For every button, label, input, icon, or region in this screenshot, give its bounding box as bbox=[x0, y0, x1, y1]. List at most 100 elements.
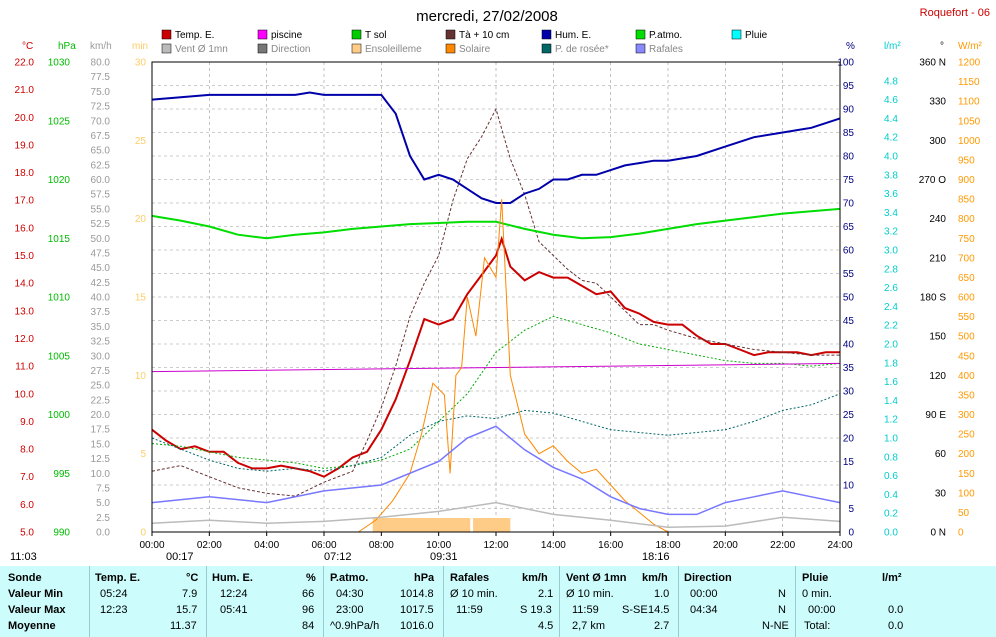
sunrise-time: 07:12 bbox=[324, 551, 352, 563]
station-name: Roquefort - 06 bbox=[920, 7, 990, 19]
y-tick-label: 0 bbox=[958, 528, 964, 539]
y-tick-label: 30 bbox=[935, 488, 947, 499]
patmo-max-val: 1017.5 bbox=[400, 604, 434, 616]
series-p-atmo- bbox=[151, 207, 841, 240]
axis-unit-label: % bbox=[846, 41, 855, 52]
y-tick-label: 1030 bbox=[48, 58, 71, 69]
x-tick-label: 24:00 bbox=[827, 540, 852, 548]
y-tick-label: 360 N bbox=[919, 58, 946, 69]
y-tick-label: 990 bbox=[53, 528, 70, 539]
y-axes: 22.0 21.0 20.0 19.0 18.0 17.0 16.0 15.0 14.0 13.0… bbox=[15, 58, 981, 539]
y-tick-label: 50.0 bbox=[91, 234, 111, 245]
y-tick-label: 600 bbox=[958, 293, 975, 304]
sunshine-bar bbox=[372, 518, 471, 532]
y-tick-label: 4.2 bbox=[884, 133, 898, 144]
y-tick-label: 10 bbox=[135, 371, 147, 382]
y-tick-label: 47.5 bbox=[91, 248, 111, 259]
x-tick-label: 20:00 bbox=[713, 540, 738, 548]
y-tick-label: 95 bbox=[843, 81, 855, 92]
series-piscine bbox=[151, 362, 841, 373]
y-tick-label: 75 bbox=[843, 175, 855, 186]
pluie-unit: l/m² bbox=[882, 572, 902, 584]
y-tick-label: 45 bbox=[843, 316, 855, 327]
y-tick-label: 72.5 bbox=[91, 102, 111, 113]
legend-label: Rafales bbox=[649, 44, 683, 55]
legend-swatch bbox=[635, 29, 646, 40]
x-tick-label: 18:00 bbox=[655, 540, 680, 548]
y-tick-label: 20 bbox=[843, 434, 855, 445]
y-tick-label: 5 bbox=[848, 504, 854, 515]
legend-label: Hum. E. bbox=[555, 30, 591, 41]
x-tick-label: 12:00 bbox=[483, 540, 508, 548]
y-tick-label: 42.5 bbox=[91, 278, 111, 289]
y-tick-label: 2.6 bbox=[884, 283, 898, 294]
rafales-header: Rafales bbox=[450, 572, 490, 584]
legend-swatch bbox=[635, 43, 646, 54]
legend-label: Direction bbox=[271, 44, 310, 55]
hum-max-time: 05:41 bbox=[220, 604, 248, 616]
rafales-max-val: S 19.3 bbox=[520, 604, 552, 616]
y-tick-label: 1050 bbox=[958, 116, 981, 127]
y-tick-label: 55 bbox=[843, 269, 855, 280]
y-tick-label: 1.2 bbox=[884, 415, 898, 426]
y-tick-label: 40.0 bbox=[91, 293, 111, 304]
y-tick-label: 27.5 bbox=[91, 366, 111, 377]
legend-label: Pluie bbox=[745, 30, 768, 41]
row-min-label: Valeur Min bbox=[8, 588, 64, 600]
legend-swatch bbox=[445, 43, 456, 54]
y-tick-label: 15 bbox=[135, 293, 147, 304]
x-axis: 00:00 02:00 04:00 06:00 08:00 10:00 12:00 14:00… bbox=[139, 532, 853, 548]
patmo-trend: ^0.9hPa/h bbox=[330, 620, 380, 632]
x-tick-label: 10:00 bbox=[426, 540, 451, 548]
series-vent-1mn bbox=[151, 501, 841, 529]
vent-run: 2,7 km bbox=[572, 620, 606, 632]
y-tick-label: 30 bbox=[135, 58, 147, 69]
y-tick-label: 150 bbox=[958, 469, 975, 480]
y-tick-label: 9.0 bbox=[20, 417, 34, 428]
day-marks-strip: 11:03 00:17 07:12 09:31 18:16 bbox=[0, 548, 996, 566]
y-tick-label: 12.0 bbox=[15, 334, 35, 345]
legend-label: P.atmo. bbox=[649, 30, 682, 41]
pluie-total-val: 0.0 bbox=[888, 620, 904, 632]
y-tick-label: 3.0 bbox=[884, 246, 898, 257]
y-tick-label: 18.0 bbox=[15, 168, 35, 179]
y-tick-label: 25 bbox=[843, 410, 855, 421]
hum-min-time: 12:24 bbox=[220, 588, 248, 600]
y-tick-label: 77.5 bbox=[91, 72, 111, 83]
y-tick-label: 20.0 bbox=[15, 113, 35, 124]
vent-max-dir: S-SE bbox=[622, 604, 648, 616]
series-solaire bbox=[358, 199, 669, 533]
temp-unit: °C bbox=[186, 572, 199, 584]
moon-set-time: 09:31 bbox=[430, 551, 458, 563]
pluie-min-label: 0 min. bbox=[802, 588, 832, 600]
y-tick-label: 32.5 bbox=[91, 337, 111, 348]
y-tick-label: 20.0 bbox=[91, 410, 111, 421]
hum-avg: 84 bbox=[302, 620, 315, 632]
y-tick-label: 1000 bbox=[48, 410, 71, 421]
y-tick-label: 3.2 bbox=[884, 227, 898, 238]
direction-min-val: N bbox=[778, 588, 786, 600]
y-tick-label: 270 O bbox=[919, 175, 946, 186]
direction-max-time: 04:34 bbox=[690, 604, 718, 616]
y-tick-label: 3.8 bbox=[884, 170, 898, 181]
y-tick-label: 900 bbox=[958, 175, 975, 186]
y-tick-label: 30 bbox=[843, 387, 855, 398]
y-tick-label: 6.0 bbox=[20, 500, 34, 511]
y-tick-label: 2.0 bbox=[884, 340, 898, 351]
axis-unit-label: °C bbox=[22, 41, 33, 52]
y-tick-label: 11.0 bbox=[15, 362, 34, 373]
legend-swatch bbox=[351, 29, 362, 40]
y-tick-label: 70 bbox=[843, 199, 855, 210]
vent-header: Vent Ø 1mn bbox=[566, 572, 627, 584]
y-tick-label: 1020 bbox=[48, 175, 71, 186]
x-tick-label: 16:00 bbox=[598, 540, 623, 548]
sonde-header: Sonde bbox=[8, 572, 42, 584]
direction-avg: N-NE bbox=[762, 620, 789, 632]
y-tick-label: 13.0 bbox=[15, 306, 35, 317]
y-tick-label: 150 bbox=[929, 332, 946, 343]
y-tick-label: 35.0 bbox=[91, 322, 111, 333]
rafales-min-val: 2.1 bbox=[538, 588, 554, 600]
y-tick-label: 1.6 bbox=[884, 377, 898, 388]
plot-frame bbox=[151, 61, 841, 533]
axis-unit-label: W/m² bbox=[958, 41, 983, 52]
